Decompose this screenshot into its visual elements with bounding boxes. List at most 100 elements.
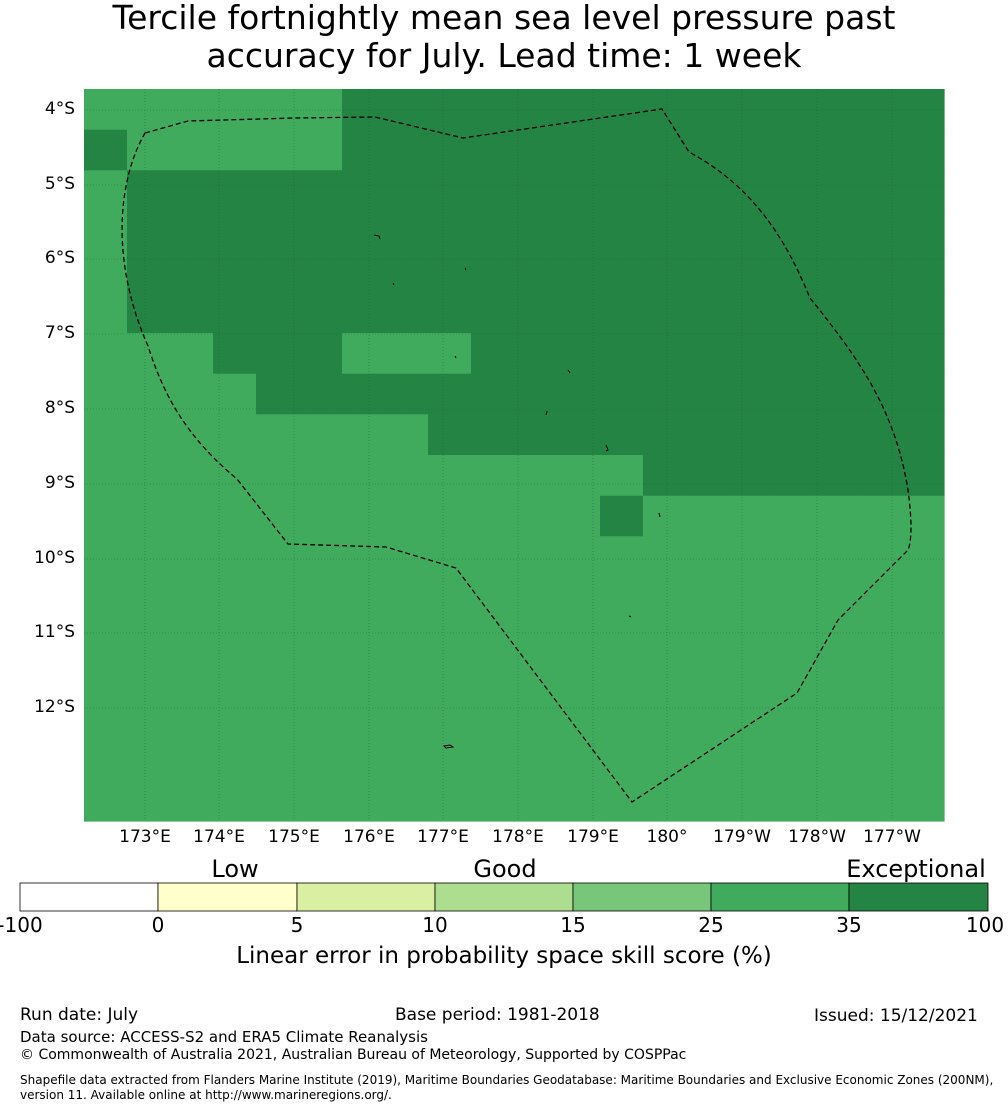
grid-cell [428,455,472,497]
grid-cell [858,333,902,375]
grid-cell [686,495,730,537]
grid-cell [256,739,300,781]
grid-cell [514,292,558,334]
grid-cell [514,780,558,822]
grid-cell [170,617,214,659]
grid-cell [643,536,687,578]
grid-cell [901,495,945,537]
grid-cell [428,211,472,253]
grid-cell [901,292,945,334]
category-exceptional: Exceptional [846,855,986,883]
grid-cell [643,455,687,497]
grid-cell [514,577,558,619]
grid-cell [514,89,558,131]
grid-cell [256,658,300,700]
grid-cell [256,455,300,497]
grid-cell [342,251,386,293]
grid-cell [815,780,859,822]
grid-cell [342,536,386,578]
colorbar-segment [434,882,574,912]
grid-cell [643,739,687,781]
grid-cell [514,373,558,415]
grid-cell [729,617,773,659]
grid-cell [729,455,773,497]
grid-cell [84,251,128,293]
grid-cell [729,495,773,537]
grid-cell [256,292,300,334]
grid-cell [127,455,171,497]
grid-cell [557,170,601,212]
grid-cell [557,414,601,456]
grid-cell [772,617,816,659]
grid-cell [213,455,257,497]
island [373,234,381,240]
grid-cell [858,89,902,131]
grid-cell [471,739,515,781]
grid-cell [643,495,687,537]
grid-cell [686,89,730,131]
grid-cell [901,414,945,456]
grid-cell [514,495,558,537]
grid-cell [127,292,171,334]
grid-cell [729,658,773,700]
grid-cell [170,129,214,171]
grid-cell [170,251,214,293]
grid-cell [772,780,816,822]
grid-cell [299,333,343,375]
grid-cell [557,292,601,334]
grid-cell [686,292,730,334]
grid-cell [643,292,687,334]
grid-cell [557,658,601,700]
grid-cell [557,780,601,822]
grid-cell [342,89,386,131]
colorbar-tick: 0 [151,913,165,937]
copyright: © Commonwealth of Australia 2021, Austra… [20,1047,687,1063]
grid-cell [643,211,687,253]
grid-cell [514,739,558,781]
skill-score-grid [84,89,945,822]
grid-cell [127,373,171,415]
colorbar-segment [710,882,850,912]
colorbar-segment [157,882,298,912]
grid-cell [686,333,730,375]
grid-cell [428,333,472,375]
grid-cell [557,373,601,415]
grid-cell [901,170,945,212]
grid-cell [815,414,859,456]
grid-cell [428,699,472,741]
grid-cell [686,170,730,212]
grid-cell [256,577,300,619]
grid-cell [858,170,902,212]
grid-cell [299,495,343,537]
grid-cell [815,373,859,415]
grid-cell [342,780,386,822]
grid-cell [127,536,171,578]
grid-cell [471,617,515,659]
grid-cell [600,455,644,497]
lat-label-9s: 9°S [44,473,75,493]
grid-cell [643,699,687,741]
grid-cell [84,617,128,659]
grid-cell [514,170,558,212]
grid-cell [170,780,214,822]
grid-cell [600,780,644,822]
eez-boundary [121,108,912,803]
grid-cell [170,333,214,375]
grid-cell [170,699,214,741]
grid-cell [815,699,859,741]
grid-cell [385,495,429,537]
island [605,444,609,452]
grid-cell [342,211,386,253]
grid-cell [127,89,171,131]
grid-cell [299,129,343,171]
grid-cell [858,577,902,619]
grid-cell [686,617,730,659]
grid-cell [643,129,687,171]
grid-cell [385,699,429,741]
grid-cell [600,536,644,578]
grid-cell [772,455,816,497]
grid-cell [299,211,343,253]
grid-cell [471,170,515,212]
grid-cell [686,536,730,578]
grid-cell [901,780,945,822]
